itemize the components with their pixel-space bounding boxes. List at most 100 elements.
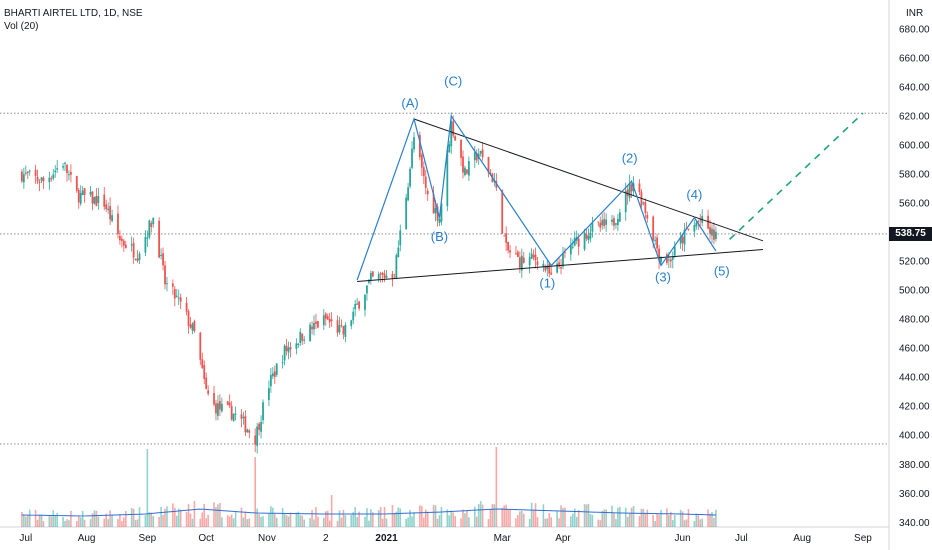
candle-body: [628, 182, 631, 199]
candle-body: [107, 208, 110, 210]
volume-bar: [699, 519, 702, 527]
candle-body: [517, 251, 519, 258]
candle-body: [75, 175, 78, 191]
volume-bar: [397, 507, 400, 527]
candle-body: [587, 235, 590, 241]
candle-body: [297, 343, 300, 346]
volume-bar: [201, 512, 204, 527]
volume-bar: [666, 508, 668, 527]
volume-bar: [270, 506, 272, 527]
volume-bar: [544, 518, 547, 527]
candle-body: [656, 237, 658, 249]
volume-bar: [258, 514, 260, 527]
volume-bar: [695, 513, 698, 527]
volume-bar: [372, 512, 374, 527]
volume-bar: [462, 509, 464, 527]
time-tick-label: Sep: [854, 533, 872, 544]
volume-bar: [693, 521, 696, 527]
volume-bar: [289, 512, 292, 527]
candle-body: [40, 177, 43, 181]
candle-body: [475, 153, 478, 161]
volume-bar: [121, 521, 123, 527]
volume-bar: [152, 516, 155, 527]
volume-bar: [203, 503, 206, 527]
volume-bar: [495, 447, 498, 527]
time-tick-label: Jul: [735, 533, 748, 544]
volume-bar: [354, 507, 356, 527]
candle-body: [673, 246, 676, 256]
candle-body: [660, 257, 662, 263]
wave-label: (2): [622, 150, 638, 165]
price-tick-label: 660.00: [899, 54, 930, 65]
candle-body: [528, 257, 531, 266]
price-tick-label: 580.00: [899, 170, 930, 181]
price-tick-label: 500.00: [899, 286, 930, 297]
volume-bar: [385, 518, 388, 527]
candle-body: [683, 229, 686, 245]
candle-body: [62, 166, 64, 168]
volume-bar: [356, 517, 358, 527]
wave-label: (3): [655, 269, 671, 284]
candle-body: [205, 377, 208, 389]
volume-bar: [254, 457, 256, 527]
volume-bar: [370, 509, 372, 527]
volume-bar: [273, 513, 276, 527]
volume-bar: [646, 509, 649, 527]
volume-bar: [172, 503, 174, 527]
time-tick-label: 2: [323, 533, 329, 544]
candle-body: [583, 232, 586, 250]
volume-bar: [393, 513, 396, 527]
candle-body: [654, 239, 657, 241]
candle-body: [171, 283, 174, 287]
volume-bar: [364, 516, 366, 527]
projection-arrow-line: [729, 112, 864, 240]
volume-bar: [91, 513, 94, 527]
volume-bar: [591, 514, 594, 527]
candle-body: [83, 188, 86, 195]
volume-bar: [707, 509, 709, 527]
volume-bar: [136, 519, 139, 527]
volume-bar: [587, 503, 590, 527]
candle-body: [273, 371, 276, 377]
volume-moving-average-line: [21, 508, 716, 517]
candle-body: [522, 257, 525, 263]
time-tick-label: Jul: [19, 533, 32, 544]
volume-bar: [654, 520, 656, 527]
candle-body: [240, 414, 243, 419]
candle-body: [413, 137, 415, 150]
volume-bar: [515, 518, 517, 527]
volume-bar: [503, 505, 505, 527]
triangle-trend-line: [357, 249, 764, 282]
candle-body: [120, 238, 123, 241]
volume-bar: [613, 513, 615, 527]
candle-body: [646, 215, 649, 219]
volume-bar: [68, 520, 70, 527]
volume-bar: [25, 516, 27, 527]
volume-bar: [93, 510, 96, 527]
volume-bar: [452, 512, 455, 527]
volume-bar: [160, 506, 162, 527]
candle-body: [681, 236, 684, 244]
candle-body: [144, 236, 147, 253]
volume-bar: [177, 508, 180, 527]
candle-body: [242, 417, 245, 419]
candle-body: [136, 258, 139, 262]
volume-bar: [679, 509, 682, 527]
candle-body: [150, 222, 153, 227]
volume-bar: [454, 516, 456, 527]
candle-body: [289, 346, 292, 350]
wave-label: (5): [714, 264, 730, 279]
price-tick-label: 520.00: [899, 257, 930, 268]
candle-body: [366, 285, 368, 294]
volume-bar: [338, 510, 341, 527]
volume-bar: [311, 510, 313, 527]
candle-body: [377, 273, 380, 279]
candle-body: [507, 242, 509, 251]
candle-body: [589, 232, 592, 239]
volume-bar: [244, 511, 247, 527]
candle-body: [213, 392, 215, 405]
candle-body: [460, 139, 462, 158]
volume-bar: [466, 510, 468, 527]
candle-body: [177, 297, 180, 299]
